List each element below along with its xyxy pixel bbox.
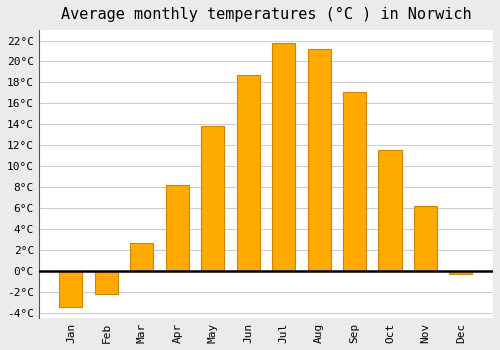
Bar xyxy=(450,271,472,274)
Bar xyxy=(166,185,189,271)
Bar xyxy=(308,49,330,271)
Bar xyxy=(414,206,437,271)
Title: Average monthly temperatures (°C ) in Norwich: Average monthly temperatures (°C ) in No… xyxy=(60,7,471,22)
Bar xyxy=(343,92,366,271)
Bar xyxy=(130,243,154,271)
Bar xyxy=(236,75,260,271)
Bar xyxy=(95,271,118,294)
Bar xyxy=(201,126,224,271)
Bar xyxy=(378,150,402,271)
Bar xyxy=(272,43,295,271)
Bar xyxy=(60,271,82,308)
